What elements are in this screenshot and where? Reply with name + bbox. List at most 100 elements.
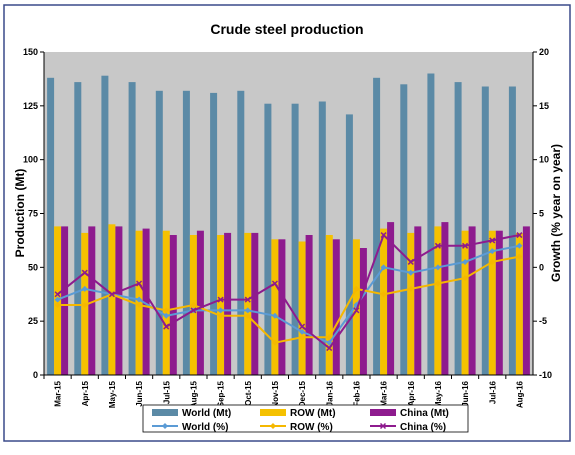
world-bar — [237, 90, 245, 376]
world-pct-point — [163, 312, 170, 319]
china-bar — [359, 248, 367, 375]
legend-label: ROW (%) — [290, 422, 333, 433]
row-bar — [162, 230, 170, 375]
y-axis-label: Production (Mt) — [13, 169, 27, 258]
china-pct-point — [108, 291, 115, 298]
legend-items: World (Mt) ROW (Mt) China (Mt) World (%) ROW… — [152, 408, 449, 433]
row-pct-point — [299, 334, 306, 341]
world-pct-point — [271, 312, 278, 319]
world-bar — [373, 77, 381, 376]
row-bar — [108, 224, 116, 375]
legend-label: ROW (Mt) — [290, 408, 336, 419]
world-pct-point — [244, 307, 251, 314]
plot-area — [44, 52, 533, 375]
china-bar — [169, 235, 177, 375]
world-bar — [47, 77, 55, 376]
china-bar — [332, 239, 340, 375]
x-tick-label: Apr-16 — [407, 380, 416, 406]
china-bar — [441, 222, 449, 375]
china-pct-point — [54, 291, 61, 298]
china-pct-point — [190, 307, 197, 314]
row-bar — [488, 230, 496, 375]
china-pct-point — [326, 345, 333, 352]
world-bar — [400, 84, 408, 376]
world-bar — [345, 114, 353, 376]
legend-swatch — [260, 409, 286, 416]
row-pct-point — [462, 275, 469, 282]
world-bar — [264, 103, 272, 375]
world-pct-point — [81, 285, 88, 292]
x-tick-label: Dec-15 — [298, 380, 307, 407]
legend-label: World (Mt) — [182, 408, 231, 419]
legend-swatch — [152, 409, 178, 416]
china-pct-point — [434, 242, 441, 249]
china-bar — [196, 230, 204, 375]
x-tick-label: Jun-16 — [461, 380, 470, 406]
china-pct-point — [407, 258, 414, 265]
x-tick-label: Jul-15 — [162, 380, 171, 404]
legend-label: World (%) — [182, 422, 228, 433]
world-bar — [101, 75, 109, 375]
x-tick-label: May-15 — [108, 380, 117, 408]
world-bar — [508, 86, 516, 375]
row-bar — [217, 235, 225, 375]
row-pct-point — [136, 302, 143, 309]
ticks-layer: 0 25 50 75 100 125 150 -10 -5 0 5 10 15 20 Mar-15 Apr-1… — [23, 47, 552, 408]
row-bar — [515, 232, 523, 375]
legend-marker — [162, 423, 168, 429]
y-tick-label: 0 — [33, 370, 38, 380]
y-tick-label: 75 — [28, 209, 38, 219]
row-pct-point — [54, 302, 61, 309]
legend-marker — [270, 423, 276, 429]
china-pct-point — [299, 323, 306, 330]
x-tick-label: Oct-15 — [244, 380, 253, 405]
china-bar — [142, 228, 150, 375]
row-pct-point — [190, 302, 197, 309]
row-pct-point — [326, 334, 333, 341]
legend — [142, 404, 469, 433]
row-bar — [380, 228, 388, 375]
world-pct-point — [516, 242, 523, 249]
world-bar — [318, 101, 326, 375]
row-pct-line — [57, 255, 520, 344]
y2-tick-label: -10 — [539, 370, 552, 380]
row-bar — [434, 226, 442, 375]
chart-title: Crude steel production — [210, 21, 363, 37]
row-bar — [271, 239, 279, 375]
world-pct-point — [326, 339, 333, 346]
row-bar — [407, 232, 415, 375]
china-pct-point — [244, 296, 251, 303]
world-bar — [427, 73, 435, 375]
x-tick-label: Aug-16 — [515, 380, 524, 408]
y2-tick-label: 5 — [539, 209, 544, 219]
y2-tick-label: -5 — [539, 316, 547, 326]
world-pct-point — [217, 307, 224, 314]
row-pct-point — [163, 307, 170, 314]
china-bar — [61, 226, 69, 375]
china-pct-point — [136, 280, 143, 287]
world-pct-point — [407, 269, 414, 276]
china-bar — [278, 239, 286, 375]
world-pct-point — [462, 258, 469, 265]
china-pct-point — [516, 232, 523, 239]
world-pct-point — [434, 264, 441, 271]
china-bar — [224, 232, 232, 375]
x-tick-label: Jul-16 — [488, 380, 497, 404]
legend-swatch — [370, 409, 396, 416]
row-pct-point — [489, 258, 496, 265]
china-bar — [495, 230, 503, 375]
row-pct-point — [244, 312, 251, 319]
world-pct-point — [380, 264, 387, 271]
world-bar — [74, 82, 82, 375]
y2-tick-label: 15 — [539, 101, 549, 111]
x-tick-label: Mar-16 — [380, 380, 389, 406]
world-bar — [291, 103, 299, 375]
china-pct-point — [380, 232, 387, 239]
china-bar — [387, 222, 395, 375]
world-bar — [155, 90, 163, 376]
row-bar — [298, 241, 306, 375]
row-pct-point — [434, 280, 441, 287]
world-pct-point — [136, 296, 143, 303]
world-bar — [481, 86, 489, 375]
